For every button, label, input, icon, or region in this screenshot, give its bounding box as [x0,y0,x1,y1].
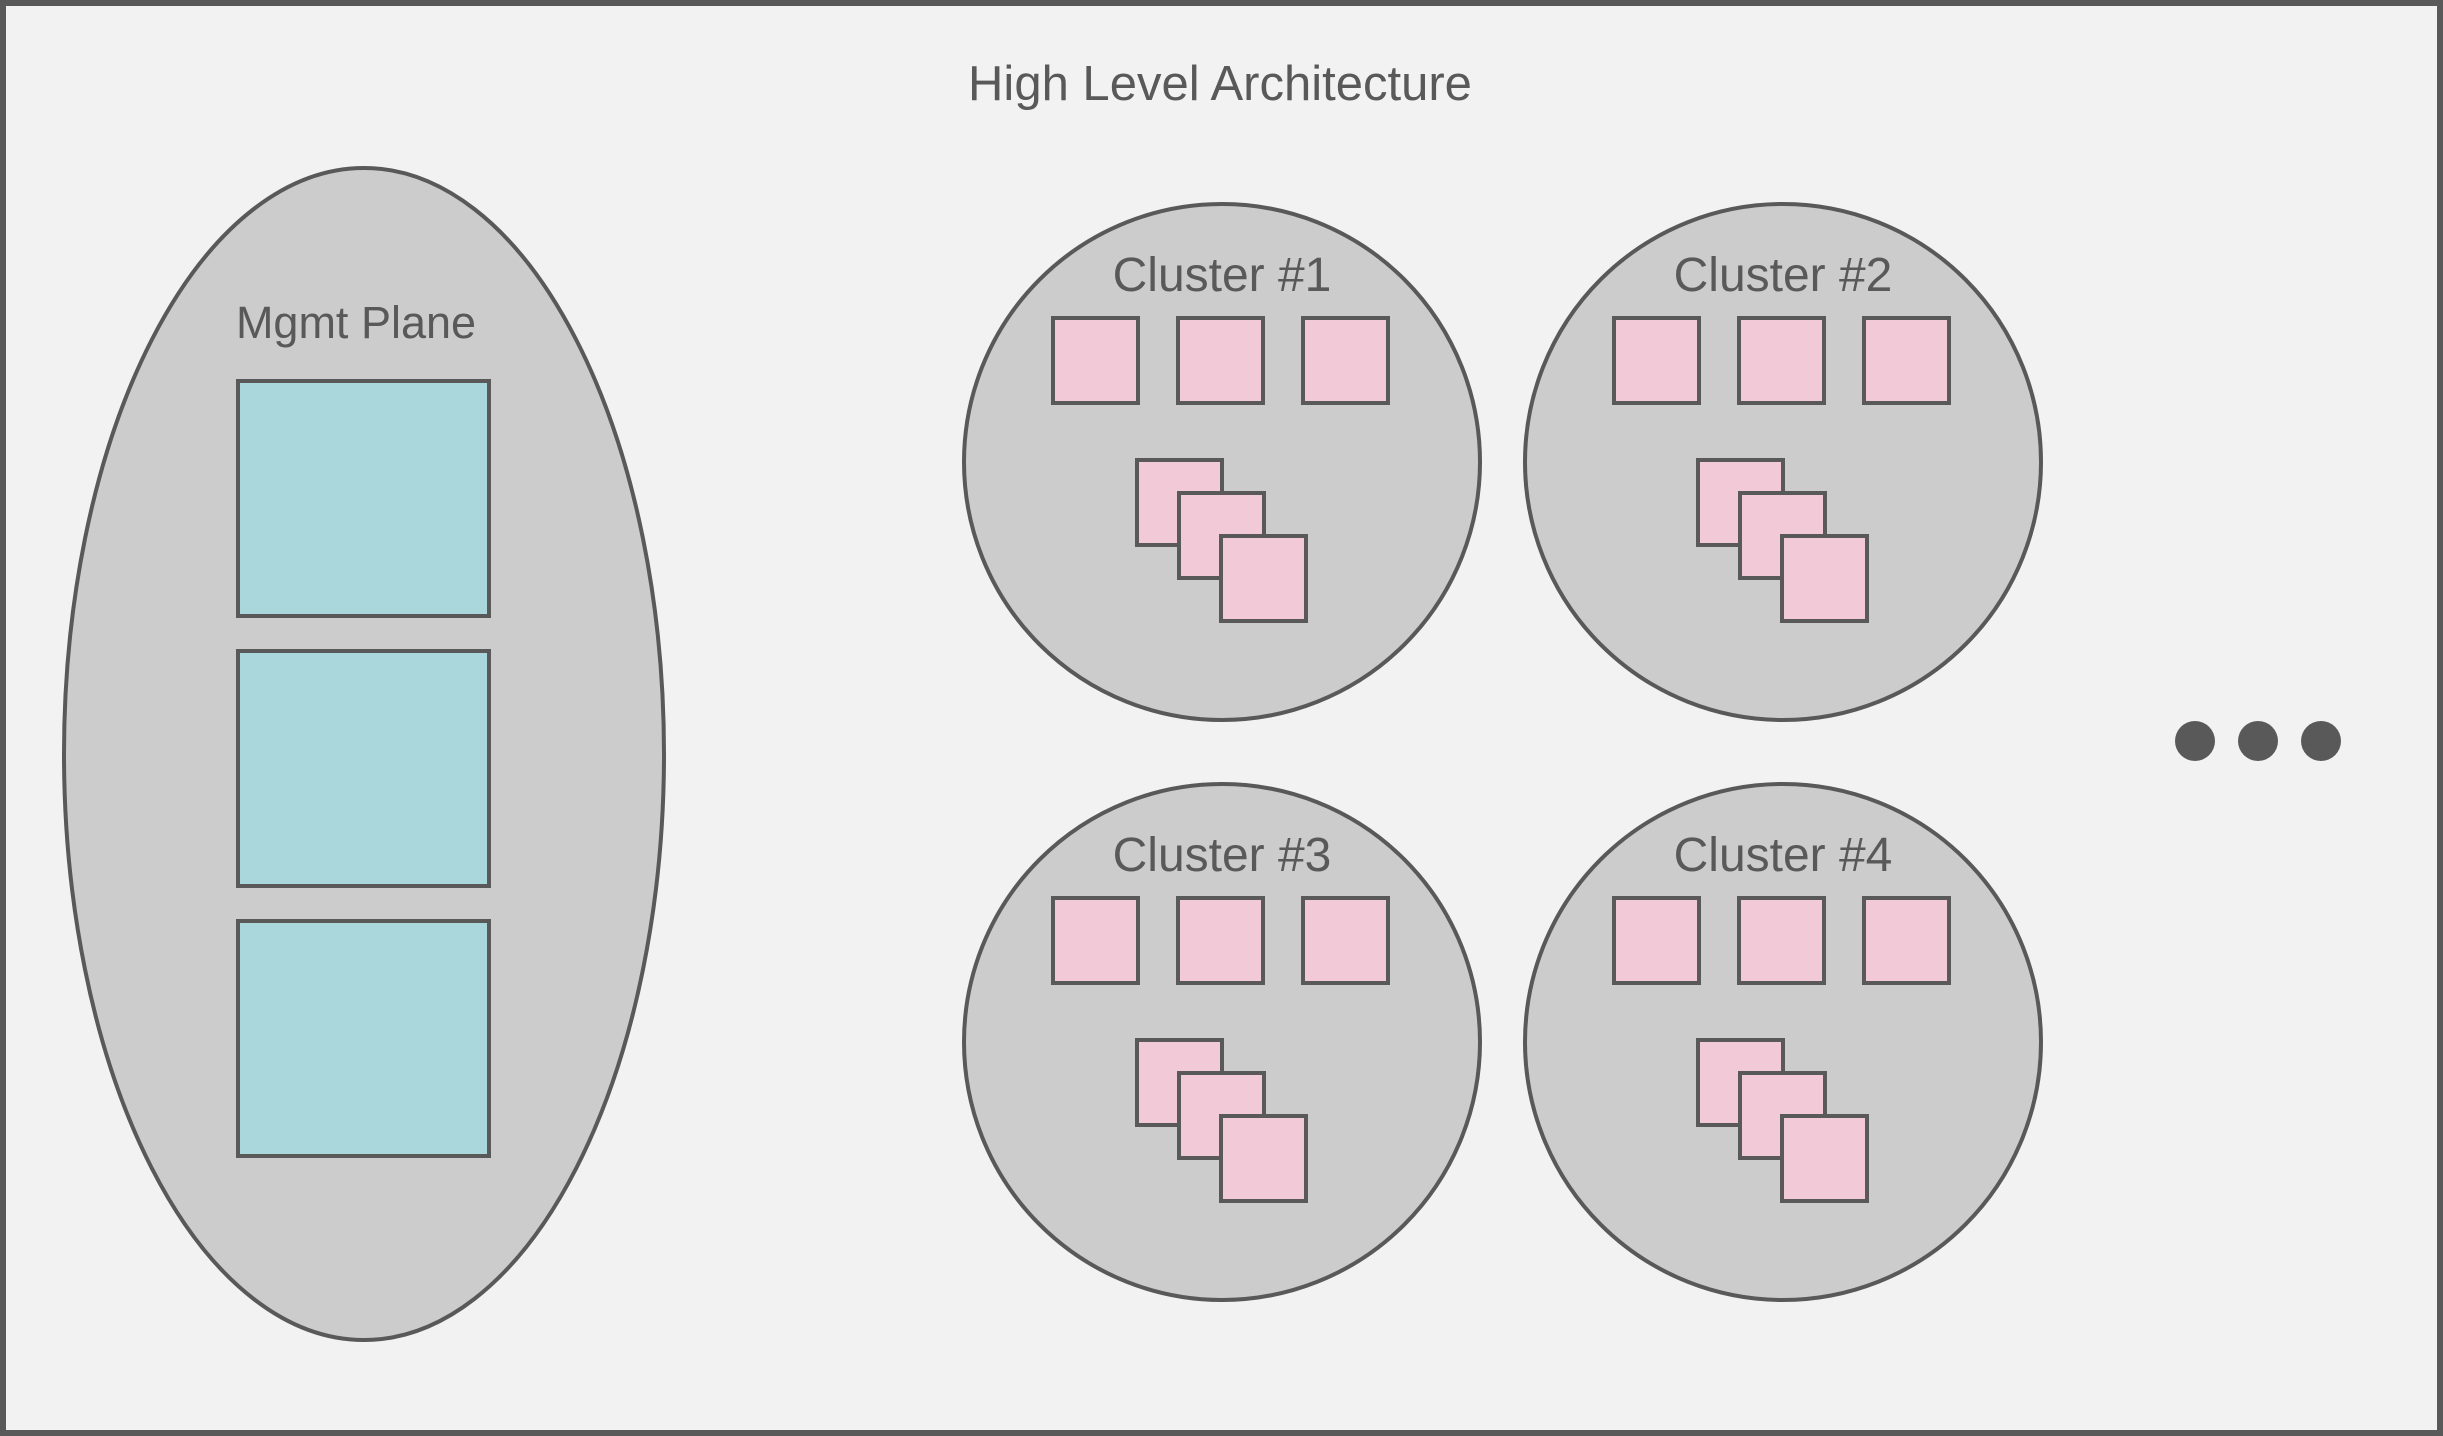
svg-text:Mgmt Plane: Mgmt Plane [236,297,476,348]
svg-text:Cluster #4: Cluster #4 [1674,829,1893,882]
svg-text:Cluster #3: Cluster #3 [1113,829,1332,882]
svg-text:Cluster #2: Cluster #2 [1674,249,1893,302]
svg-text:Cluster #1: Cluster #1 [1113,249,1332,302]
svg-text:High Level Architecture: High Level Architecture [968,57,1472,111]
